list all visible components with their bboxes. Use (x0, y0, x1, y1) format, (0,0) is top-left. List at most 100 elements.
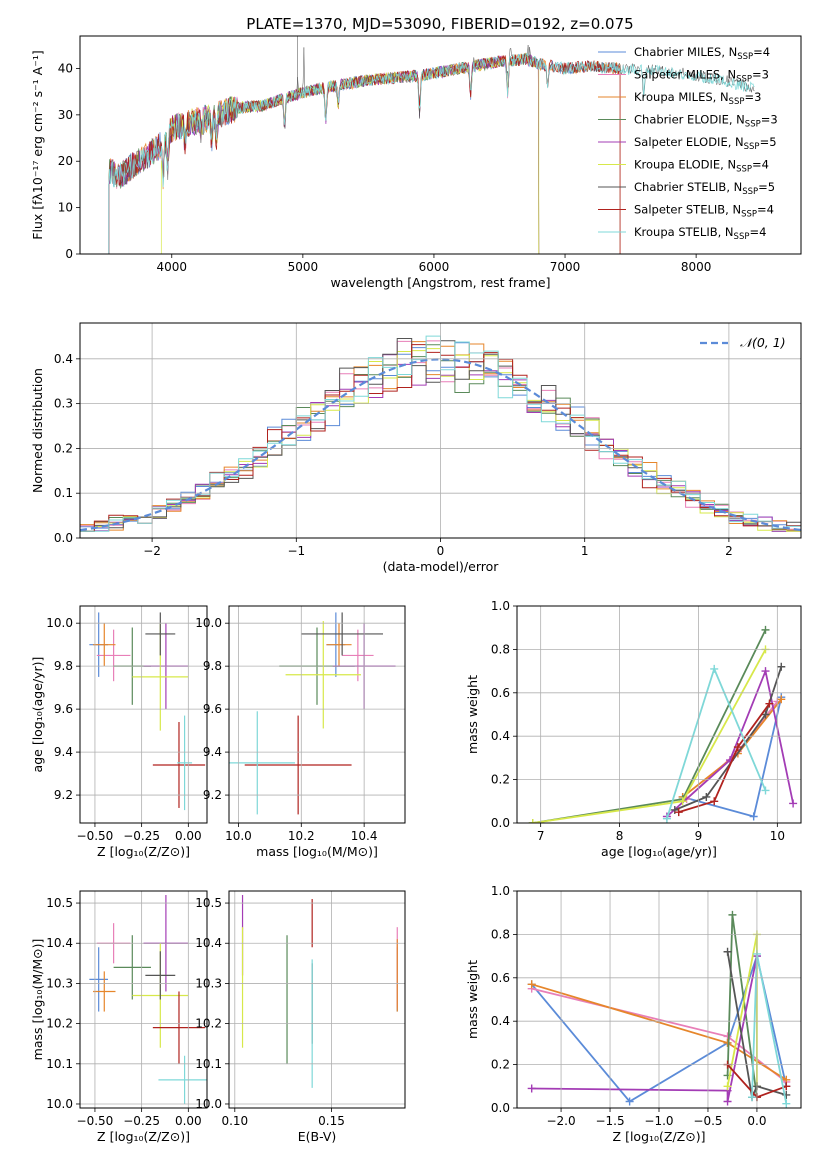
y-tick-label: 9.2 (54, 788, 73, 802)
x-tick-label: −2 (143, 544, 161, 558)
plot-area-age-vs-z (89, 612, 206, 811)
plot-area-mass-vs-z (89, 895, 207, 1104)
y-tick-label: 0.0 (491, 816, 510, 830)
axes-frame (228, 605, 406, 824)
y-tick-label: 40 (58, 61, 73, 75)
y-tick-label: 0.6 (491, 971, 510, 985)
series-point (789, 799, 798, 808)
series-point (748, 1093, 757, 1102)
legend-label-text: Kroupa ELODIE, N (634, 158, 736, 172)
x-axis-label: Z [log₁₀(Z/Z⊙)] (97, 1129, 190, 1144)
y-tick-label: 10.1 (46, 1057, 73, 1071)
x-tick-label: −1.5 (595, 1114, 624, 1128)
legend-label: Salpeter STELIB, NSSP=4 (634, 203, 774, 220)
x-tick-label: −1 (287, 544, 305, 558)
legend-label-value: =4 (757, 203, 774, 217)
x-tick-label: 8000 (681, 260, 712, 274)
legend-label-text: Chabrier MILES, N (634, 45, 737, 59)
y-tick-label: 10.0 (46, 1097, 73, 1111)
legend-label-sub: SSP (737, 52, 753, 62)
legend-label: Kroupa MILES, NSSP=3 (634, 90, 761, 107)
x-tick-label: 9 (695, 829, 703, 843)
y-tick-label: 10.5 (46, 896, 73, 910)
series-line (532, 629, 767, 823)
y-tick-label: 10.1 (195, 1057, 222, 1071)
legend-label-sub: SSP (734, 232, 750, 242)
legend-label: Kroupa STELIB, NSSP=4 (634, 225, 766, 242)
series-point (527, 1084, 536, 1093)
series-point (723, 947, 732, 956)
legend-label-value: =4 (753, 45, 770, 59)
axes-frame (516, 605, 802, 824)
x-tick-label: −0.25 (123, 829, 160, 843)
legend-label-sub: SSP (745, 120, 761, 130)
series-point (527, 980, 536, 989)
series-line (531, 955, 758, 1102)
legend-label-sub: SSP (744, 142, 760, 152)
series-point (728, 910, 737, 919)
x-axis-label: age [log₁₀(age/yr)] (601, 844, 717, 859)
panel-mass-vs-ebv: 0.10 0.15 10.0 10.1 10.2 10.3 10.4 10.5 E(B-V) (195, 890, 406, 1144)
y-tick-label: 10.3 (46, 976, 73, 990)
y-tick-label: 0.4 (491, 729, 510, 743)
x-axis-label: E(B-V) (298, 1129, 337, 1144)
y-tick-label: 0.0 (54, 531, 73, 545)
y-tick-label: 0.8 (491, 927, 510, 941)
y-tick-label: 10.2 (46, 1017, 73, 1031)
x-axis-label: (data-model)/error (383, 559, 500, 574)
series-point (733, 743, 742, 752)
y-tick-label: 10.0 (46, 616, 73, 630)
plot-area-spectrum (108, 36, 755, 254)
x-axis-label: Z [log₁₀(Z/Z⊙)] (97, 844, 190, 859)
y-tick-label: 9.6 (54, 702, 73, 716)
y-tick-label: 0.2 (491, 773, 510, 787)
panel-age-vs-z: −0.50 −0.25 0.00 9.2 9.4 9.6 9.8 10.0 Z [log₁₀(Z… (30, 605, 208, 859)
y-tick-label: 0.2 (54, 441, 73, 455)
series-point (761, 786, 770, 795)
panel-mass-vs-z: −0.50 −0.25 0.00 10.0 10.1 10.2 10.3 10.4 10.5 Z … (30, 890, 208, 1144)
panel-spectrum: 4000 5000 6000 7000 8000 0 10 20 30 40 wavelength … (30, 35, 802, 290)
y-tick-label: 10.5 (195, 896, 222, 910)
axes-frame (79, 890, 208, 1109)
series-line (674, 666, 783, 811)
charts: 4000 5000 6000 7000 8000010203040wavelength … (30, 35, 802, 1144)
legend-label: 𝒩(0, 1) (740, 335, 786, 350)
x-tick-label: 0.0 (747, 1114, 766, 1128)
plot-area-weight-vs-age (528, 625, 798, 823)
y-tick-label: 1.0 (491, 884, 510, 898)
y-tick-label: 20 (58, 154, 73, 168)
x-tick-label: 1 (581, 544, 589, 558)
y-tick-label: 1.0 (491, 599, 510, 613)
legend-label-value: =3 (744, 90, 761, 104)
y-tick-label: 0.1 (54, 486, 73, 500)
legend-label-sub: SSP (736, 75, 752, 85)
series-point (761, 667, 770, 676)
legend-label-value: =3 (761, 113, 778, 127)
series-point (749, 812, 758, 821)
legend-label: Kroupa ELODIE, NSSP=4 (634, 158, 769, 175)
series-point (782, 1099, 791, 1108)
legend-label-value: =5 (758, 180, 775, 194)
x-tick-label: 0.00 (175, 1114, 202, 1128)
series-point (765, 699, 774, 708)
x-tick-label: −0.50 (77, 1114, 114, 1128)
x-tick-label: −1.0 (644, 1114, 673, 1128)
y-tick-label: 10 (58, 201, 73, 215)
y-tick-label: 9.6 (203, 702, 222, 716)
y-tick-label: 9.4 (203, 745, 222, 759)
y-tick-label: 9.8 (54, 659, 73, 673)
series-point (761, 710, 770, 719)
y-tick-label: 0.0 (491, 1101, 510, 1115)
series-point (528, 819, 537, 823)
legend-label-sub: SSP (741, 210, 757, 220)
axes-frame (79, 35, 802, 255)
y-tick-label: 10.3 (195, 976, 222, 990)
x-tick-label: 8 (616, 829, 624, 843)
y-tick-label: 30 (58, 108, 73, 122)
legend-label-value: =4 (752, 158, 769, 172)
y-axis-label: mass weight (465, 675, 480, 754)
x-axis-label: Z [log₁₀(Z/Z⊙)] (613, 1129, 706, 1144)
x-tick-label: 10 (770, 829, 785, 843)
x-tick-label: 0.15 (318, 1114, 345, 1128)
